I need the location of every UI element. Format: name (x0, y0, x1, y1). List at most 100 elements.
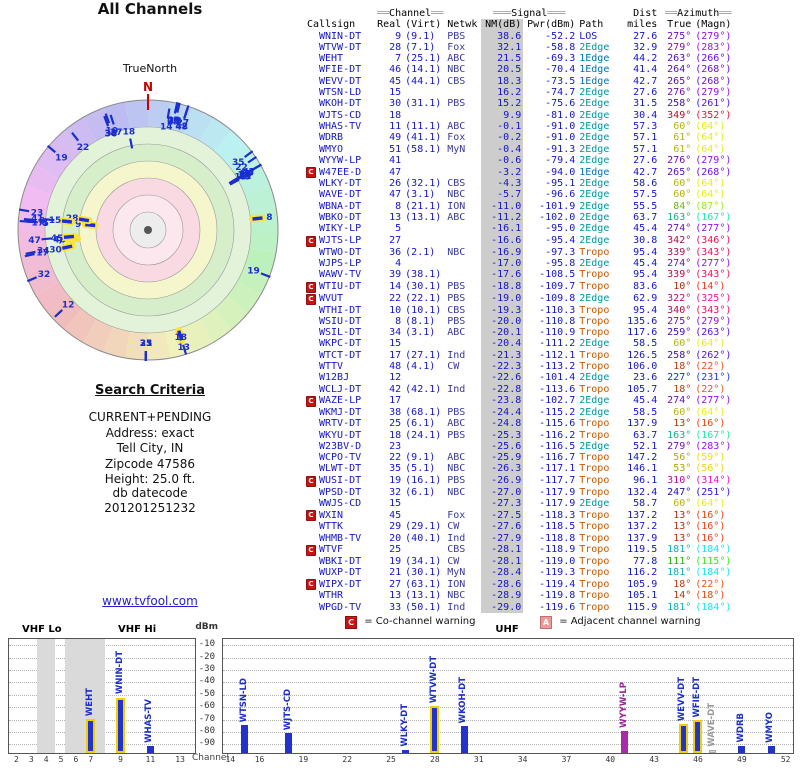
station-channel-label: 34 (37, 246, 50, 256)
station-marker (166, 108, 171, 119)
real-channel-cell: 47 (389, 189, 402, 201)
x-axis-label: Channel (192, 753, 229, 763)
path-cell: 2Edge (579, 143, 610, 155)
table-row: WWJS-CD 15 -27.3 -117.9 2Edge 58.7 60° (64°) (305, 497, 737, 510)
power-dbm-cell: -91.0 (545, 132, 576, 144)
azimuth-magn-cell: (64°) (695, 178, 726, 190)
station-channel-label: 51 (239, 172, 252, 182)
table-row: WLWT-DT 35 (5.1) NBC -26.3 -117.1 Tropo 146.1 53… (305, 463, 737, 475)
azimuth-magn-cell: (279°) (695, 154, 732, 166)
y-axis-unit-label: dBm (195, 622, 218, 632)
callsign-cell: WVUT (319, 292, 344, 304)
x-tick-label: 6 (73, 755, 79, 764)
virtual-channel-cell (403, 110, 445, 121)
callsign-cell: WHMB-TV (319, 532, 362, 544)
network-cell: PBS (447, 406, 466, 418)
distance-cell: 105.9 (627, 578, 658, 590)
station-marker (177, 330, 184, 341)
power-dbm-cell: -118.5 (539, 521, 576, 533)
criteria-line: Tell City, IN (116, 441, 184, 455)
station-marker (182, 344, 188, 355)
nm-db-cell: -11.0 (481, 200, 524, 213)
tvfool-link[interactable]: www.tvfool.com (102, 594, 198, 608)
nm-db-cell: 9.9 (481, 109, 524, 121)
real-channel-cell: 13 (389, 212, 402, 224)
callsign-cell: WWJS-CD (319, 497, 362, 509)
station-channel-label: 32 (38, 270, 51, 280)
azimuth-magn-cell: (262°) (695, 349, 732, 361)
db-datecode-label: db datecode (112, 486, 188, 500)
nm-db-cell: -20.0 (481, 315, 524, 328)
azimuth-magn-cell: (346°) (695, 234, 732, 246)
path-cell: 2Edge (579, 497, 610, 509)
nm-db-cell: -11.2 (481, 212, 524, 224)
co-channel-warning-badge: C (306, 579, 316, 591)
warning-cell (305, 487, 317, 498)
azimuth-hue-ring-segment (244, 185, 277, 213)
virtual-channel-cell: (6.1) (405, 486, 436, 498)
nm-db-cell: -25.3 (481, 429, 524, 441)
x-tick-label: 37 (561, 755, 572, 764)
callsign-cell: WJTS-CD (319, 109, 362, 121)
azimuth-hue-ring-segment (83, 319, 113, 353)
network-cell: ABC (447, 120, 466, 132)
table-row: W23BV-D 23 -25.6 -116.5 2Edge 52.1 279° (283°) (305, 440, 737, 453)
warning-cell (305, 463, 317, 474)
real-channel-cell: 19 (389, 475, 402, 487)
criteria-line: Zipcode 47586 (104, 456, 196, 471)
table-row: WTHR 13 (13.1) NBC -28.9 -119.8 Tropo 105.1 14°(… (305, 590, 737, 602)
azimuth-true-cell: 163° (667, 429, 692, 441)
station-marker (174, 102, 179, 113)
real-channel-cell: 32 (389, 486, 402, 498)
callsign-cell: WEHT (319, 53, 344, 65)
azimuth-magn-cell: (314°) (695, 475, 732, 487)
callsign-cell: WTSN-LD (319, 87, 362, 99)
distance-cell: 83.6 (633, 280, 658, 292)
virtual-channel-cell: (22.1) (405, 292, 442, 304)
azimuth-magn-cell: (56°) (695, 463, 726, 475)
distance-cell: 58.6 (633, 178, 658, 190)
callsign-cell: WTVF (319, 544, 344, 556)
azimuth-true-cell: 342° (667, 234, 692, 246)
azimuth-magn-cell: (167°) (695, 429, 732, 441)
path-cell: 2Edge (579, 41, 610, 53)
path-cell: 2Edge (579, 154, 610, 166)
station-channel-label: 49 (239, 172, 252, 182)
warning-cell (305, 247, 317, 258)
virtual-channel-cell: (41.1) (405, 132, 442, 144)
co-channel-warning-badge: C (306, 167, 316, 179)
path-cell: LOS (579, 30, 598, 42)
y-tick-label: -40 (198, 676, 215, 687)
virtual-channel-cell: (3.1) (405, 327, 436, 339)
table-row: C WJTS-LP 27 -16.6 -95.4 2Edge 30.8 342° (346°) (305, 234, 737, 247)
table-row: C WAZE-LP 17 -23.8 -102.7 2Edge 45.4 274° (277°) (305, 394, 737, 407)
azimuth-magn-cell: (64°) (695, 189, 726, 201)
station-channel-label: 21 (140, 339, 153, 349)
network-cell (445, 235, 481, 247)
azimuth-true-cell: 18° (673, 361, 692, 373)
adjacent-channel-legend-text: = Adjacent channel warning (559, 616, 701, 627)
network-cell (445, 338, 481, 349)
callsign-cell: WBKI-DT (319, 555, 362, 567)
warning-cell (305, 361, 317, 372)
azimuth-magn-cell: (325°) (695, 292, 732, 304)
distance-cell: 126.5 (627, 349, 658, 361)
nm-db-cell: -20.4 (481, 338, 524, 350)
callsign-cell: WBKO-DT (319, 212, 362, 224)
section-label-uhf: UHF (495, 624, 519, 635)
power-dbm-cell: -74.7 (545, 87, 576, 99)
y-axis-ticks: -10 -20 -30 -40 -50 -60 -70 -80 -90 (194, 638, 218, 752)
x-tick-label: 7 (88, 755, 94, 764)
power-dbm-cell: -116.5 (539, 440, 576, 452)
warning-cell (305, 178, 317, 189)
path-cell: Tropo (579, 567, 610, 579)
virtual-channel-cell: (27.1) (405, 349, 442, 361)
warning-cell (305, 602, 317, 613)
station-channel-label: 27 (110, 128, 123, 138)
nm-db-cell: -27.0 (481, 486, 524, 498)
azimuth-hue-ring-segment (237, 165, 271, 195)
table-row: WKYU-DT 18 (24.1) PBS -25.3 -116.2 Tropo 63.7 16… (305, 429, 737, 441)
table-row: WKOH-DT 30 (31.1) PBS 15.2 -75.6 2Edge 31.5 258°… (305, 98, 737, 110)
station-channel-label: 12 (62, 301, 75, 311)
path-cell: 2Edge (579, 257, 610, 269)
